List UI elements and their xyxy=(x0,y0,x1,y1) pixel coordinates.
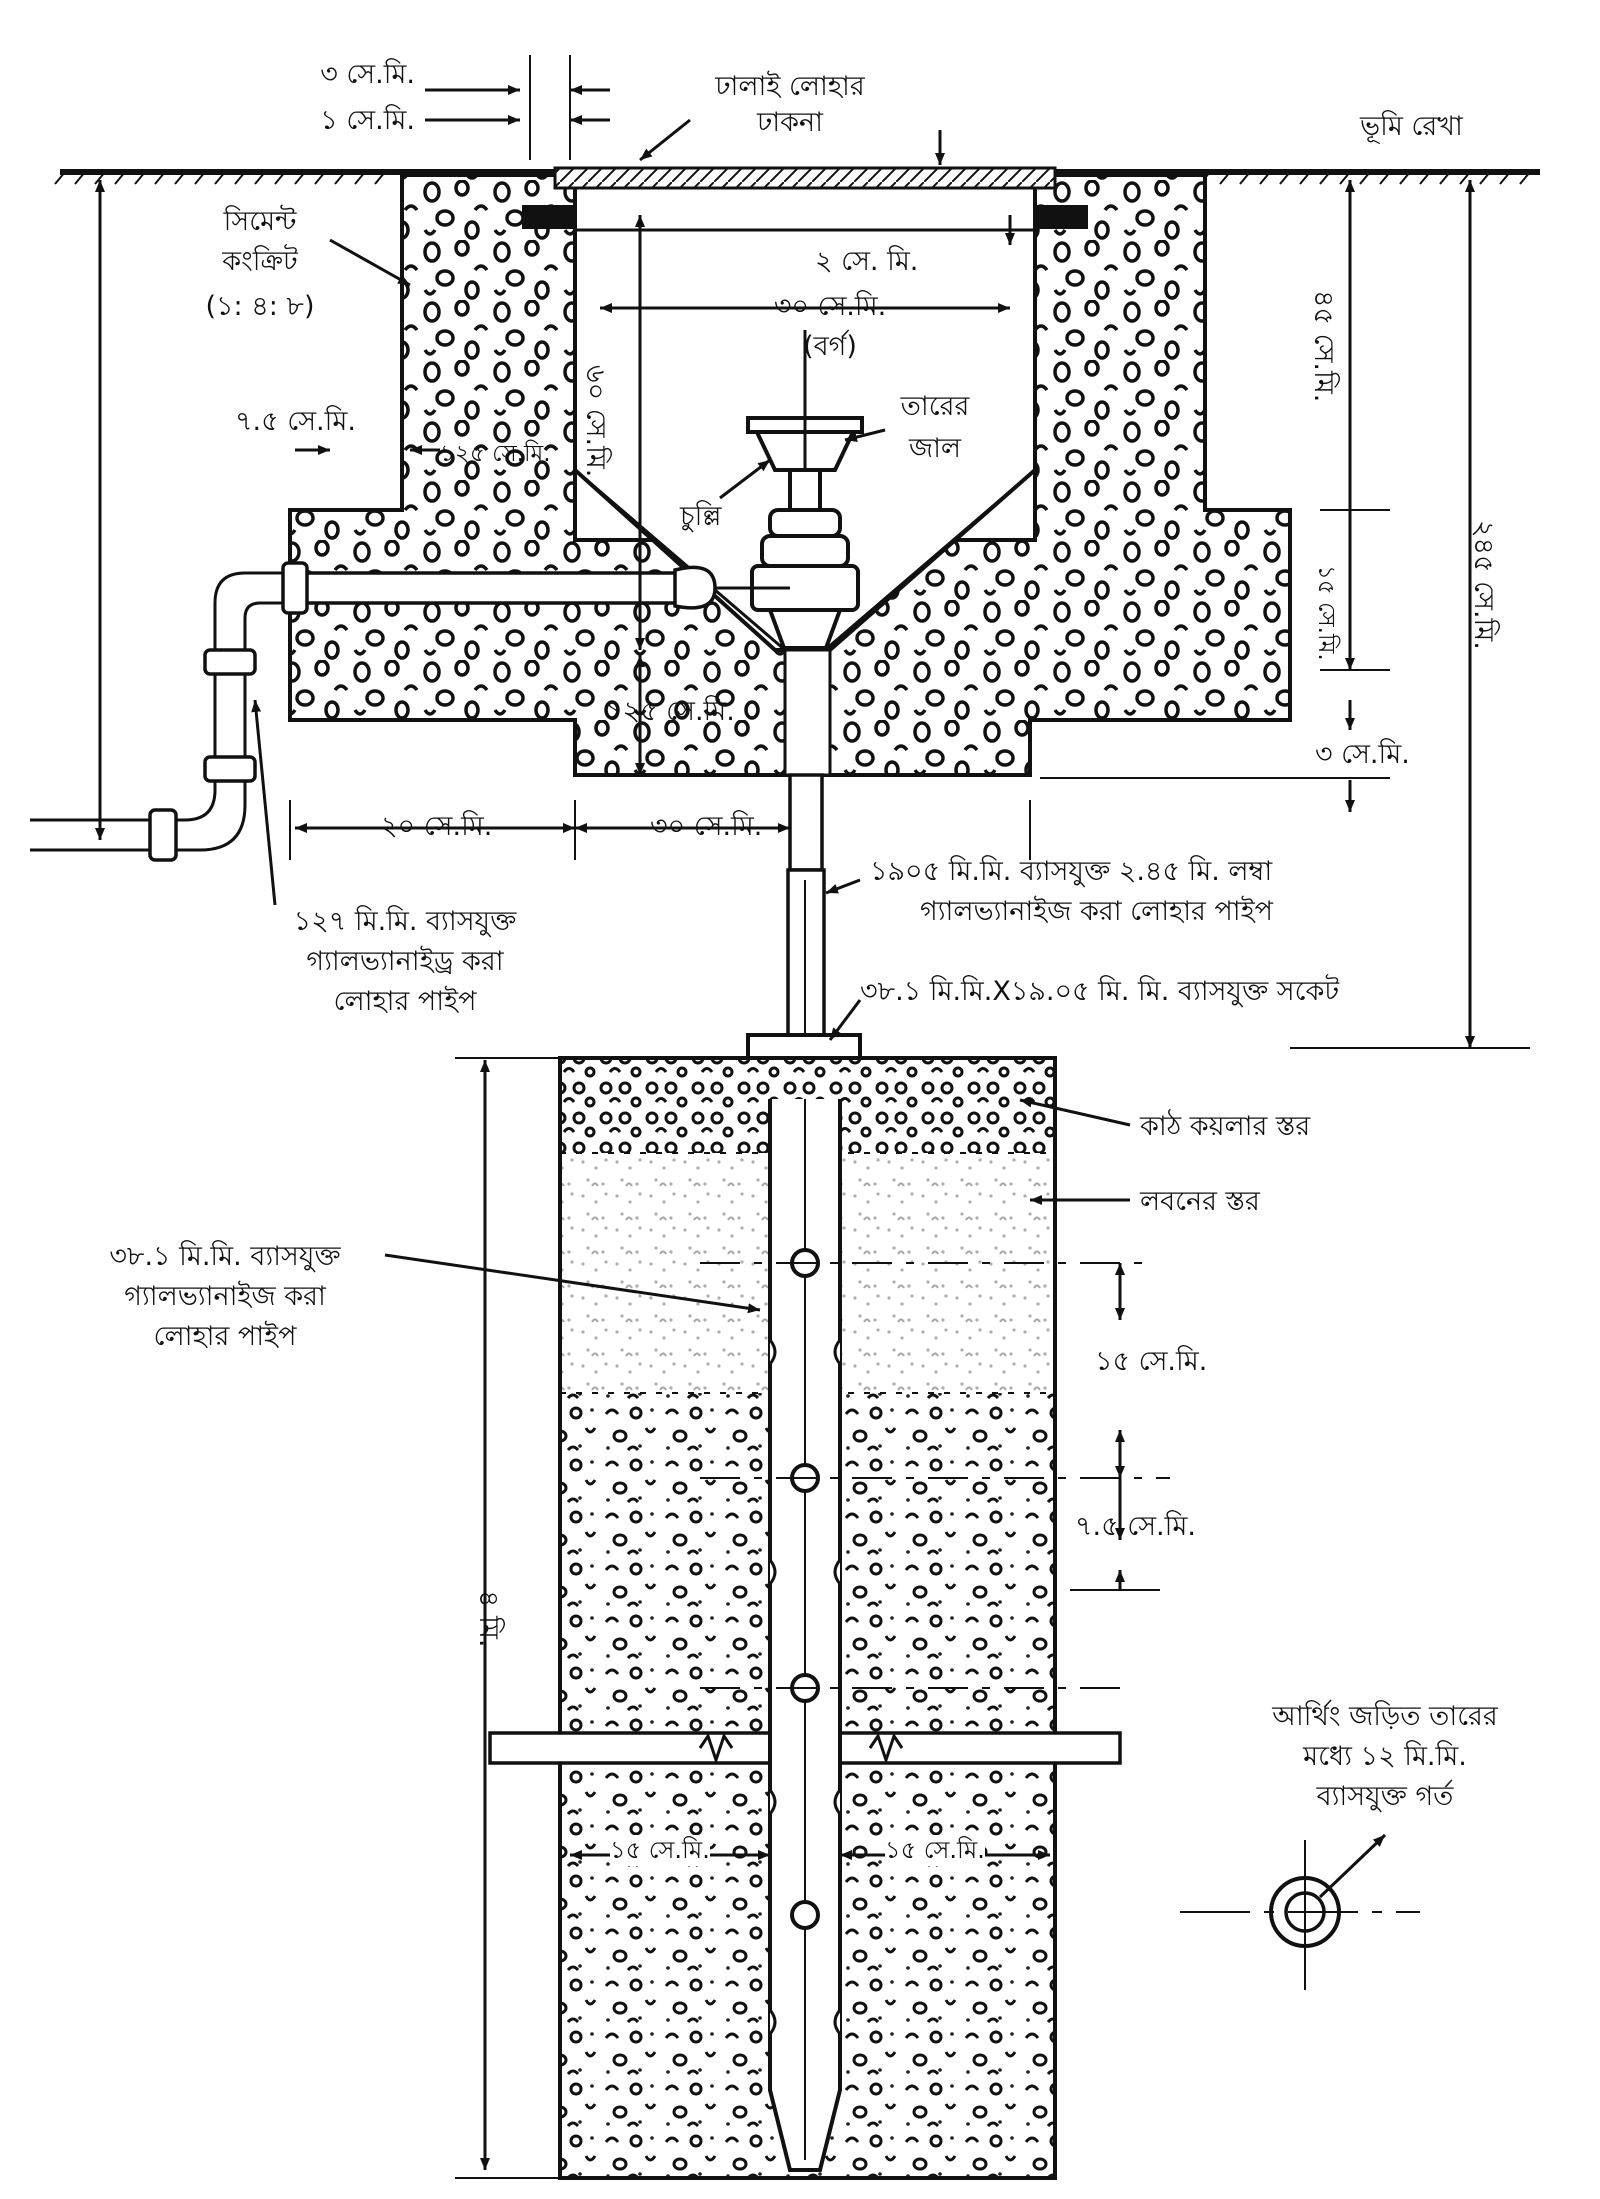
label-30cm-square-line2: (বর্গ) xyxy=(803,331,857,362)
label-3cm-right: ৩ সে.মি. xyxy=(1315,739,1410,770)
cast-iron-cover xyxy=(522,166,1088,232)
label-pipe-38-line3: লোহার পাইপ xyxy=(153,1321,297,1352)
label-pipe-1905-line2: গ্যালভ্যানাইজ করা লোহার পাইপ xyxy=(920,896,1274,927)
label-3cm-top: ৩ সে.মি. xyxy=(320,59,415,90)
label-pipe-127-line2: গ্যালভ্যানাইড্র করা xyxy=(306,946,504,977)
label-20cm: ২০ সে.মি. xyxy=(380,811,493,842)
label-15cm-bottom-right: ১৫ সে.মি. xyxy=(885,1835,985,1866)
label-cast-iron-cover-line1: ঢালাই লোহার xyxy=(715,71,865,102)
label-earthing-hole-line2: মধ্যে ১২ মি.মি. xyxy=(1303,1741,1467,1772)
label-60cm: ৬০ সে.মি. xyxy=(580,365,611,478)
funnel xyxy=(746,330,864,650)
label-15cm-bottom-left: ১৫ সে.মি. xyxy=(610,1835,710,1866)
label-cement-concrete-line3: (১: ৪: ৮) xyxy=(205,291,315,322)
label-30cm-square-line1: ৩০ সে.মি. xyxy=(773,291,887,322)
label-ground-line: ভূমি রেখা xyxy=(1360,111,1463,142)
label-15cm-lower: ১৫ সে.মি. xyxy=(1095,1346,1208,1377)
label-245cm: ২৪৫ সে.মি. xyxy=(1468,520,1499,650)
label-7-5cm-left: ৭.৫ সে.মি. xyxy=(235,406,356,437)
label-45cm: ৪৫ সে.মি. xyxy=(1308,290,1339,403)
label-7-5cm-lower: ৭.৫ সে.মি. xyxy=(1075,1511,1196,1542)
label-funnel: চুল্লি xyxy=(680,501,722,532)
label-30cm-bottom: ৩০ সে.মি. xyxy=(650,811,763,842)
label-2cm: ২ সে. মি. xyxy=(815,246,919,277)
label-4m: ৪ মি. xyxy=(473,1590,504,1648)
label-pipe-127-line1: ১২৭ মি.মি. ব্যাসযুক্ত xyxy=(293,906,517,937)
vertical-pipe-19mm xyxy=(786,773,826,1052)
label-pipe-1905-line1: ১৯০৫ মি.মি. ব্যাসযুক্ত ২.৪৫ মি. লম্বা xyxy=(870,856,1273,887)
label-pipe-38-line1: ৩৮.১ মি.মি. ব্যাসযুক্ত xyxy=(109,1241,341,1272)
horizontal-pipe-127mm xyxy=(30,561,790,862)
label-charcoal-layer: কাঠ কয়লার স্তর xyxy=(1140,1111,1311,1142)
label-wire-mesh-line2: জাল xyxy=(908,433,962,464)
earthing-hole-detail xyxy=(1180,1833,1420,1990)
label-socket: ৩৮.১ মি.মি.X১৯.০৫ মি. মি. ব্যাসযুক্ত সকে… xyxy=(860,976,1340,1007)
label-pipe-127-line3: লোহার পাইপ xyxy=(333,986,477,1017)
label-earthing-hole-line1: আর্থিং জড়িত তারের xyxy=(1272,1701,1498,1732)
label-wire-mesh-line1: তারের xyxy=(900,391,970,422)
label-15cm-right: ১৫ সে.মি. xyxy=(1313,565,1339,661)
label-1cm-top: ১ সে.মি. xyxy=(320,105,415,136)
label-cement-concrete-line2: কংক্রিট xyxy=(222,246,298,277)
perforated-pipe-38mm xyxy=(700,1099,1170,2172)
label-125cm-inner: ১২৫ সে.মি. xyxy=(440,441,551,467)
label-pipe-38-line2: গ্যালভ্যানাইজ করা xyxy=(124,1281,326,1312)
label-salt-layer: লবনের স্তর xyxy=(1140,1186,1260,1217)
label-125cm-lower: ১২৫ সে.মি. xyxy=(605,696,735,727)
label-earthing-hole-line3: ব্যাসযুক্ত গর্ত xyxy=(1316,1781,1454,1812)
label-cast-iron-cover-line2: ঢাকনা xyxy=(757,107,823,138)
label-cement-concrete-line1: সিমেন্ট xyxy=(223,206,297,237)
